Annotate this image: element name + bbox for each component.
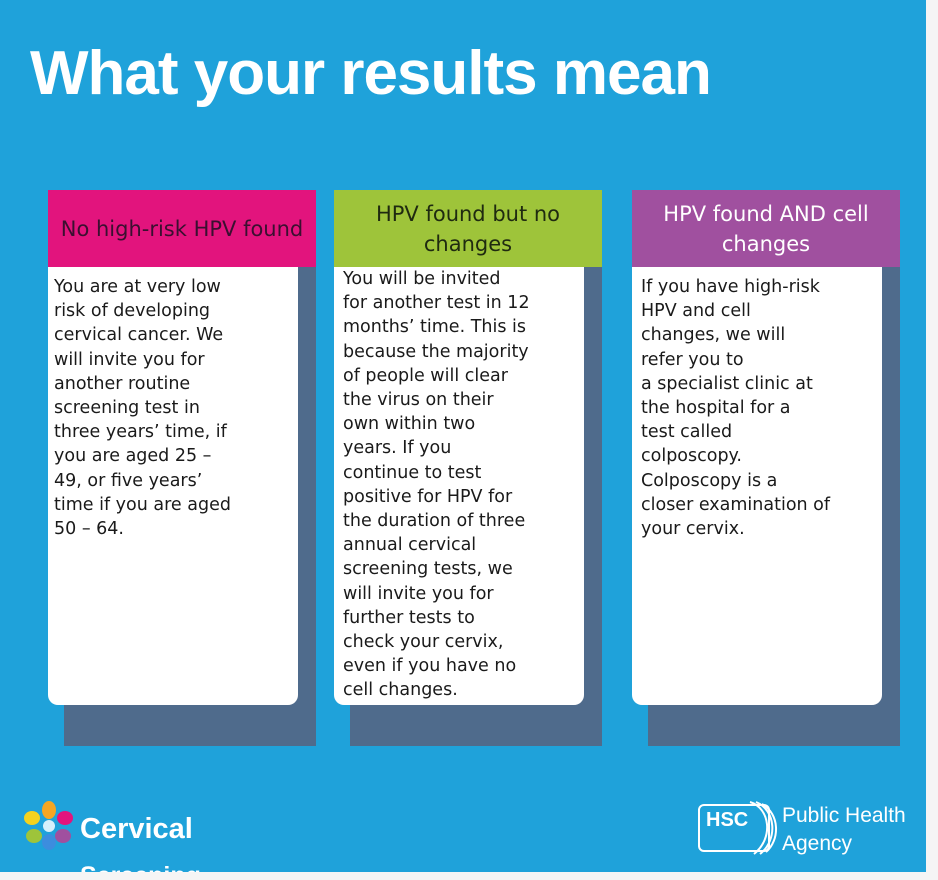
- poster: What your results mean No high-risk HPV …: [0, 0, 926, 872]
- agency-name-line1: Public Health: [782, 804, 906, 827]
- swoosh-icon: [749, 801, 778, 855]
- card-header: HPV found AND cell changes: [632, 190, 900, 267]
- wordmark-line1: Cervical: [80, 813, 193, 845]
- public-health-agency-logo: HSC Public Health Agency: [698, 798, 926, 862]
- flower-icon: [24, 801, 73, 850]
- card-header: No high-risk HPV found: [48, 190, 316, 267]
- card-body: You are at very low risk of developing c…: [48, 267, 298, 705]
- card-body: If you have high-risk HPV and cell chang…: [632, 267, 882, 705]
- image-border-bottom: [0, 872, 938, 880]
- agency-name-line2: Agency: [782, 832, 853, 855]
- cervical-screening-wordmark: Cervical Screening: [80, 796, 201, 872]
- wordmark-line2: Screening: [80, 862, 201, 872]
- hsc-mark-box: [698, 804, 770, 852]
- card-header: HPV found but no changes: [334, 190, 602, 267]
- cervical-screening-logo: Cervical Screening: [20, 796, 220, 872]
- agency-name: Public Health Agency: [782, 802, 906, 858]
- hsc-mark: HSC: [706, 809, 749, 831]
- image-border-right: [926, 0, 938, 880]
- card-body: You will be invited for another test in …: [334, 267, 584, 705]
- page-title: What your results mean: [30, 39, 712, 108]
